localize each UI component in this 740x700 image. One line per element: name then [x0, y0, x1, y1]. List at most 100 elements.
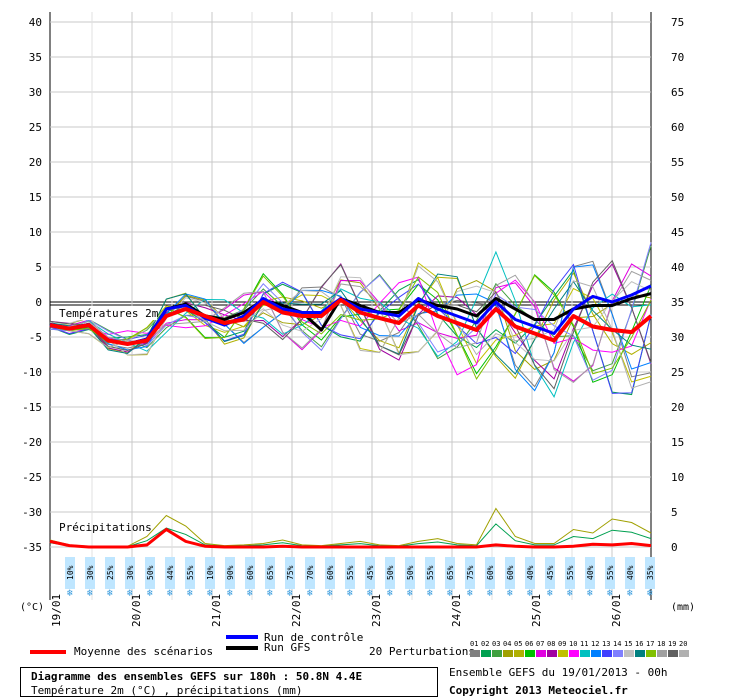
- snowflake-icon: ❄: [427, 588, 434, 599]
- snow-prob-bar: [385, 557, 395, 589]
- perturbation-number: 06: [525, 640, 534, 648]
- y-tick-left: -25: [22, 471, 42, 484]
- perturbation-swatch: [569, 650, 579, 657]
- perturbation-line: [49, 274, 652, 380]
- snowflake-icon: ❄: [647, 588, 654, 599]
- x-tick-label: 24/01: [450, 594, 463, 627]
- snowflake-icon: ❄: [367, 588, 374, 599]
- y-tick-left: -35: [22, 541, 42, 554]
- snow-prob-bar: [165, 557, 175, 589]
- precip-mean-line: [49, 527, 652, 549]
- snow-prob-bar: [85, 557, 95, 589]
- snow-prob-label: 25%: [106, 565, 115, 580]
- y-tick-right: 70: [671, 51, 684, 64]
- y-tick-left: -20: [22, 436, 42, 449]
- perturbation-swatch: [602, 650, 612, 657]
- snow-prob-bar: [645, 557, 655, 589]
- perturbation-swatch: [591, 650, 601, 657]
- perturbation-number: 02: [481, 640, 490, 648]
- snowflake-icon: ❄: [227, 588, 234, 599]
- snowflake-icon: ❄: [327, 588, 334, 599]
- snowflake-icon: ❄: [127, 588, 134, 599]
- y-tick-left: 5: [35, 261, 42, 274]
- temp-label-bg: [57, 306, 157, 320]
- y-tick-left: -5: [29, 331, 42, 344]
- perturbation-swatch: [492, 650, 502, 657]
- snow-prob-label: 50%: [406, 565, 415, 580]
- snow-prob-label: 50%: [146, 565, 155, 580]
- snow-prob-bar: [65, 557, 75, 589]
- snow-prob-bar: [205, 557, 215, 589]
- perturbation-swatch: [613, 650, 623, 657]
- y-tick-right: 55: [671, 156, 684, 169]
- y-tick-left: 35: [29, 51, 42, 64]
- snowflake-icon: ❄: [467, 588, 474, 599]
- perturbation-swatch: [481, 650, 491, 657]
- snow-prob-label: 40%: [586, 565, 595, 580]
- snow-prob-label: 50%: [386, 565, 395, 580]
- y-tick-left: -15: [22, 401, 42, 414]
- snow-prob-label: 55%: [346, 565, 355, 580]
- perturbation-number: 09: [558, 640, 567, 648]
- perturbation-swatch: [657, 650, 667, 657]
- perturbation-number: 08: [547, 640, 556, 648]
- snow-prob-label: 60%: [506, 565, 515, 580]
- snow-prob-bar: [325, 557, 335, 589]
- y-tick-right: 20: [671, 401, 684, 414]
- y-tick-left: 15: [29, 191, 42, 204]
- snow-prob-label: 65%: [266, 565, 275, 580]
- snow-prob-bar: [265, 557, 275, 589]
- temp-section-label: Températures 2m: [59, 307, 159, 320]
- snow-prob-label: 90%: [226, 565, 235, 580]
- precip-probability-row: 10% ❄ 30% ❄ 25% ❄ 30% ❄ 50% ❄ 44% ❄ 55% ❄ 10% ❄ 90% ❄ 60% ❄…: [65, 557, 655, 599]
- snow-prob-label: 40%: [526, 565, 535, 580]
- snow-prob-label: 55%: [186, 565, 195, 580]
- snowflake-icon: ❄: [187, 588, 194, 599]
- snow-prob-label: 70%: [306, 565, 315, 580]
- snow-prob-label: 10%: [66, 565, 75, 580]
- perturbation-number: 14: [613, 640, 622, 648]
- y-tick-left: 10: [29, 226, 42, 239]
- x-tick-label: 20/01: [130, 594, 143, 627]
- snowflake-icon: ❄: [147, 588, 154, 599]
- perturbation-number: 20: [679, 640, 688, 648]
- y-tick-left: 30: [29, 86, 42, 99]
- snowflake-icon: ❄: [527, 588, 534, 599]
- y-tick-right: 75: [671, 16, 684, 29]
- y-tick-right: 50: [671, 191, 684, 204]
- perturbation-number: 04: [503, 640, 512, 648]
- snow-prob-label: 30%: [86, 565, 95, 580]
- snow-prob-bar: [585, 557, 595, 589]
- y-tick-left: 25: [29, 121, 42, 134]
- snowflake-icon: ❄: [387, 588, 394, 599]
- snowflake-icon: ❄: [547, 588, 554, 599]
- snow-prob-bar: [525, 557, 535, 589]
- snow-prob-label: 55%: [606, 565, 615, 580]
- snow-prob-label: 60%: [486, 565, 495, 580]
- y-tick-right: 60: [671, 121, 684, 134]
- snow-prob-bar: [345, 557, 355, 589]
- y-tick-right: 65: [671, 86, 684, 99]
- perturbation-number: 03: [492, 640, 501, 648]
- snow-prob-bar: [145, 557, 155, 589]
- legend-mean-label: Moyenne des scénarios: [74, 645, 214, 658]
- perturbation-swatch: [668, 650, 678, 657]
- perturbation-swatch: [470, 650, 480, 657]
- perturbation-swatch: [558, 650, 568, 657]
- snow-prob-label: 30%: [126, 565, 135, 580]
- snowflake-icon: ❄: [507, 588, 514, 599]
- snowflake-icon: ❄: [587, 588, 594, 599]
- snow-prob-label: 35%: [646, 565, 655, 580]
- perturbation-number: 12: [591, 640, 600, 648]
- snow-prob-bar: [625, 557, 635, 589]
- mean-line: [49, 297, 653, 346]
- snowflake-icon: ❄: [607, 588, 614, 599]
- precip-section-label: Précipitations: [59, 521, 152, 534]
- snow-prob-label: 75%: [286, 565, 295, 580]
- snowflake-icon: ❄: [267, 588, 274, 599]
- perturbation-number: 11: [580, 640, 589, 648]
- snow-prob-label: 55%: [566, 565, 575, 580]
- y-tick-right: 10: [671, 471, 684, 484]
- perturbation-swatch: [624, 650, 634, 657]
